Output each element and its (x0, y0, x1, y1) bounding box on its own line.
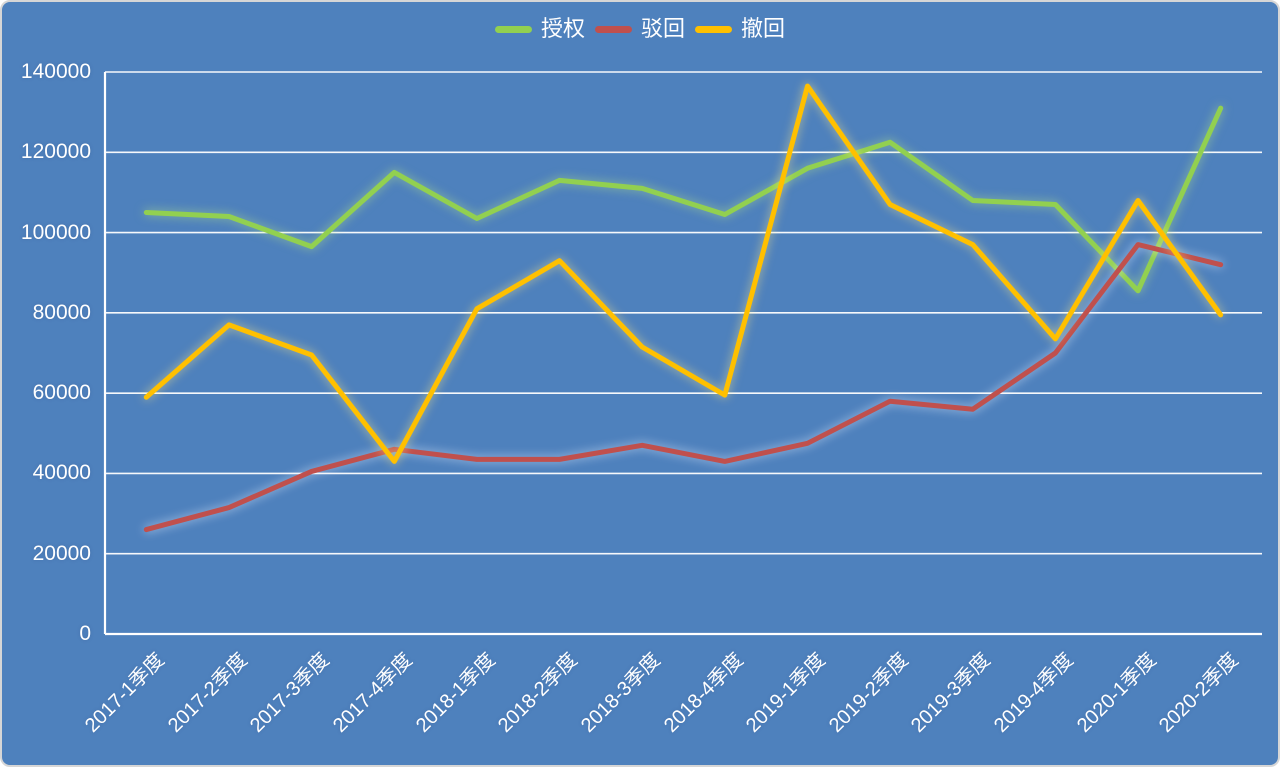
legend-item: 撤回 (695, 18, 785, 40)
y-axis-label: 0 (79, 622, 91, 645)
series-line (143, 83, 1224, 464)
legend-item: 授权 (494, 16, 585, 41)
y-axis-label: 140000 (20, 60, 91, 83)
legend-swatch-icon (594, 25, 632, 33)
y-axis-label: 80000 (32, 300, 91, 324)
legend-swatch-icon (494, 25, 532, 33)
series-line (143, 105, 1224, 294)
y-axis-label: 100000 (20, 220, 91, 244)
legend-label: 授权 (540, 16, 585, 41)
series-line (143, 242, 1224, 533)
legend-label: 驳回 (640, 16, 685, 41)
legend-label: 撤回 (741, 16, 786, 41)
y-axis-label: 120000 (20, 140, 91, 164)
legend-swatch-icon (695, 25, 732, 33)
legend: 授权 驳回 撤回 (2, 18, 1278, 40)
y-axis-label: 60000 (32, 381, 91, 405)
legend-item: 驳回 (594, 16, 685, 41)
y-axis-label: 40000 (32, 461, 91, 485)
y-axis-label: 20000 (32, 541, 91, 565)
